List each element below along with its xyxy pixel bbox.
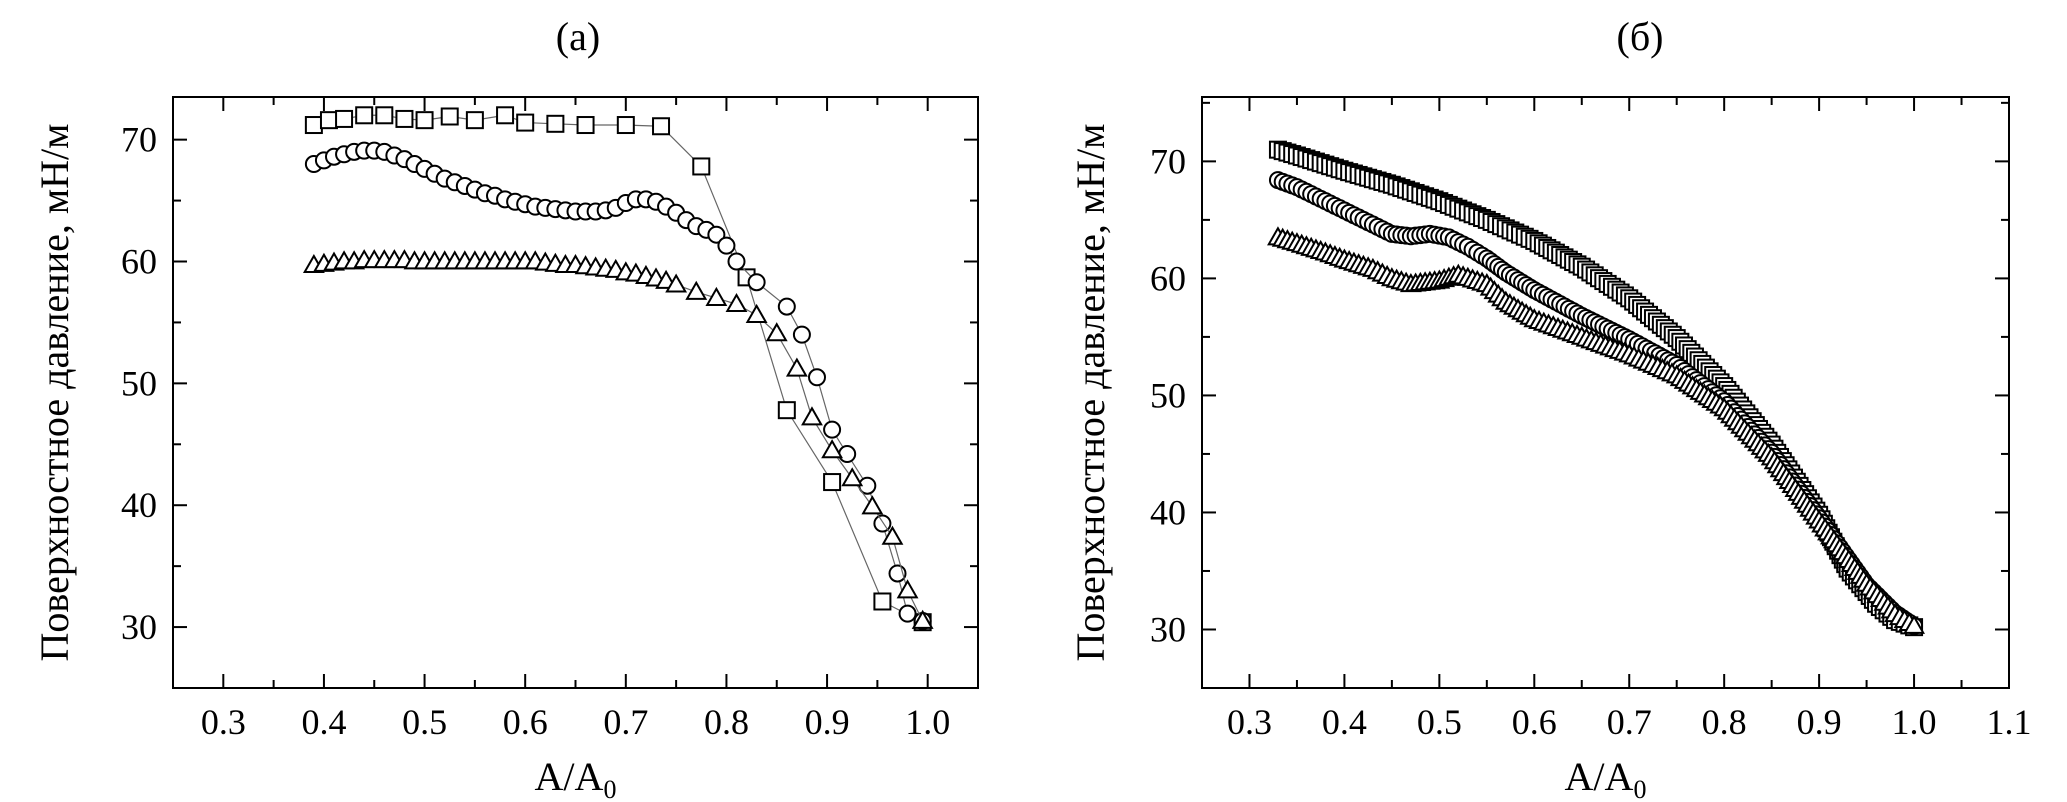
data-point-square	[692, 157, 711, 176]
data-point-circle	[792, 325, 811, 344]
data-point-triangle	[745, 303, 768, 324]
x-axis-label: A/A0	[1565, 754, 1647, 802]
data-point-square	[440, 107, 459, 126]
series-line-circle	[313, 150, 923, 622]
data-point-square	[304, 116, 323, 135]
data-point-square	[319, 111, 338, 130]
data-point-triangle	[881, 525, 904, 545]
data-point-circle	[777, 297, 796, 316]
data-point-triangle	[765, 322, 788, 342]
data-point-square	[335, 109, 354, 128]
data-point-square	[576, 116, 595, 135]
x-axis-label-text: A/A	[1565, 754, 1634, 799]
data-point-circle	[898, 604, 917, 623]
data-point-square	[395, 109, 414, 128]
data-point-triangle	[841, 467, 864, 487]
data-point-circle	[838, 445, 857, 464]
data-point-triangle	[1903, 614, 1925, 634]
data-point-square	[823, 473, 842, 492]
data-point-circle	[707, 225, 726, 244]
series-square	[304, 106, 932, 632]
data-point-square	[496, 106, 515, 125]
data-point-circle	[717, 236, 736, 255]
plot-frame	[172, 96, 979, 689]
x-tick-label: 0.3	[1227, 702, 1272, 742]
y-tick-label: 30	[121, 607, 157, 647]
y-tick-label: 70	[1150, 141, 1186, 181]
data-point-circle	[823, 420, 842, 439]
data-point-triangle	[821, 439, 844, 459]
series-line-square	[313, 114, 923, 623]
chart-title: (а)	[556, 14, 600, 59]
y-tick-label: 40	[1150, 492, 1186, 532]
chart-panel-a: (а) 0.3 0.4 0.5 0.6 0.7 0.8 0.9 1.0 30 40 50 60 70 A/A…	[32, 14, 979, 802]
series-triangle	[302, 249, 934, 629]
x-tick-label: 0.5	[402, 702, 447, 742]
data-point-triangle	[801, 406, 823, 426]
series-triangle	[1267, 226, 1925, 634]
y-axis-label: Поверхностное давление, мН/м	[1068, 124, 1113, 662]
data-point-square	[415, 111, 434, 130]
data-point-circle	[727, 252, 746, 271]
series-circle	[1268, 171, 1924, 635]
x-tick-label: 1.0	[905, 702, 950, 742]
data-point-square	[375, 106, 394, 125]
x-tick-label: 0.9	[805, 702, 850, 742]
series-circle	[304, 141, 932, 630]
data-point-triangle	[685, 280, 708, 300]
data-point-square	[873, 592, 892, 611]
x-tick-label: 0.6	[503, 702, 548, 742]
y-axis-label: Поверхностное давление, мН/м	[32, 124, 77, 662]
x-tick-label: 0.8	[704, 702, 749, 742]
chart-title: (б)	[1617, 14, 1664, 59]
plot-frame	[1201, 96, 2010, 689]
data-point-triangle	[725, 292, 748, 313]
data-point-triangle	[665, 273, 688, 293]
y-tick-label: 50	[1150, 375, 1186, 415]
data-point-square	[465, 111, 484, 130]
y-tick-label: 60	[121, 242, 157, 282]
y-tick-label: 30	[1150, 609, 1186, 649]
x-tick-label: 0.3	[201, 702, 246, 742]
data-point-triangle	[896, 579, 919, 599]
x-tick-label: 0.4	[301, 702, 346, 742]
data-point-square	[355, 106, 374, 125]
data-point-square	[652, 117, 671, 136]
y-tick-label: 70	[121, 120, 157, 160]
x-axis-label-text: A/A	[535, 754, 604, 799]
y-tick-label: 40	[121, 485, 157, 525]
y-tick-label: 50	[121, 363, 157, 403]
data-point-circle	[747, 273, 766, 292]
data-point-triangle	[705, 286, 728, 306]
data-point-square	[616, 116, 635, 135]
x-tick-label: 1.0	[1892, 702, 1937, 742]
x-tick-label: 0.5	[1417, 702, 1462, 742]
x-tick-label: 1.1	[1987, 702, 2032, 742]
chart-panel-b: (б) 0.3 0.4 0.5 0.6 0.7 0.8 0.9 1.0 1.1 30 40 50 60 70…	[1068, 14, 2032, 802]
x-tick-label: 0.6	[1512, 702, 1557, 742]
y-tick-label: 60	[1150, 258, 1186, 298]
x-axis-label: A/A0	[535, 754, 617, 802]
data-point-triangle	[785, 357, 808, 377]
x-axis-label-subscript: 0	[603, 775, 616, 802]
data-point-circle	[808, 368, 826, 387]
x-tick-label: 0.7	[603, 702, 648, 742]
x-tick-label: 0.4	[1322, 702, 1367, 742]
x-tick-label: 0.7	[1607, 702, 1652, 742]
x-tick-label: 0.8	[1702, 702, 1747, 742]
data-point-square	[546, 114, 565, 133]
data-point-square	[777, 401, 796, 420]
x-tick-label: 0.9	[1797, 702, 1842, 742]
data-point-square	[516, 113, 535, 132]
data-point-triangle	[911, 609, 934, 629]
x-axis-label-subscript: 0	[1633, 775, 1646, 802]
data-point-triangle	[861, 495, 884, 515]
